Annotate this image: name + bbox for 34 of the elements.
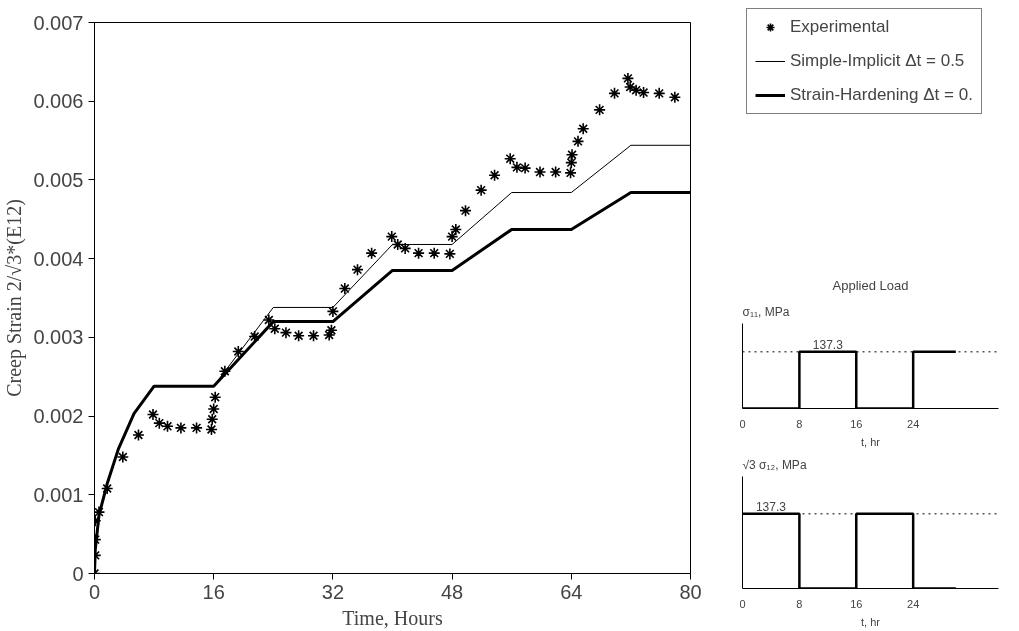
y-tick-label: 0.003 <box>33 326 84 349</box>
annotation: 137.3 <box>812 337 844 352</box>
x-tick-label: 24 <box>907 597 920 610</box>
x-tick-label: 16 <box>202 580 225 603</box>
y-axis-title: σ₁₁, MPa <box>742 304 790 319</box>
y-tick-label: 0.002 <box>33 405 84 428</box>
y-axis-title: Creep Strain 2/√3*(E12) <box>3 199 27 397</box>
legend-label: Experimental <box>790 17 890 37</box>
x-tick-label: 24 <box>907 417 920 430</box>
chart-title: Applied Load <box>832 277 909 293</box>
x-axis-title: Time, Hours <box>342 606 443 629</box>
x-tick-label: 0 <box>739 417 746 430</box>
x-tick-label: 8 <box>796 417 803 430</box>
y-tick-label: 0.006 <box>33 90 84 113</box>
x-tick-label: 32 <box>321 580 345 603</box>
x-tick-label: 16 <box>850 417 863 430</box>
x-tick-label: 16 <box>850 597 863 610</box>
annotation: 137.3 <box>755 499 787 514</box>
legend-label: Strain-Hardening Δt = 0. <box>790 85 973 105</box>
y-tick-label: 0.001 <box>33 483 84 506</box>
y-axis-title: √3 σ₁₂, MPa <box>742 457 807 472</box>
y-tick-label: 0.005 <box>33 168 84 191</box>
x-tick-label: 48 <box>440 580 464 603</box>
legend-label: Simple-Implicit Δt = 0.5 <box>790 51 965 71</box>
y-tick-label: 0 <box>72 562 84 585</box>
x-axis-title: t, hr <box>861 435 881 448</box>
y-tick-label: 0.007 <box>33 11 84 34</box>
x-tick-label: 0 <box>88 580 101 603</box>
x-axis-title: t, hr <box>861 615 881 628</box>
y-tick-label: 0.004 <box>33 247 84 270</box>
x-tick-label: 8 <box>796 597 803 610</box>
x-tick-label: 64 <box>560 580 583 603</box>
x-tick-label: 80 <box>679 580 702 603</box>
x-tick-label: 0 <box>739 597 746 610</box>
